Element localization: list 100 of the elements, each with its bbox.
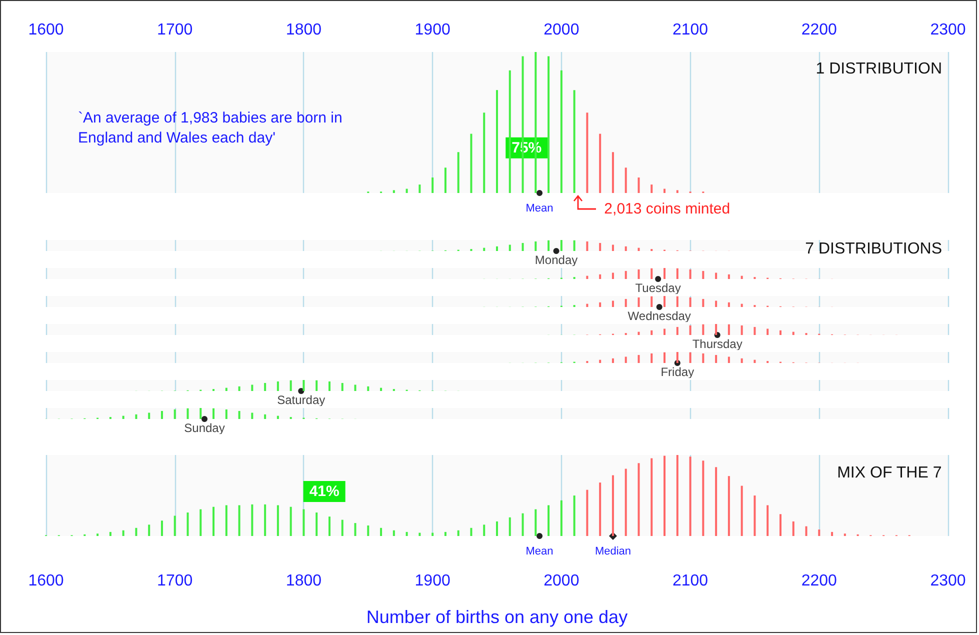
bar — [148, 524, 150, 536]
bar — [225, 409, 228, 419]
bar — [548, 240, 550, 251]
bar — [225, 388, 228, 391]
bar — [650, 268, 653, 279]
bar — [715, 467, 718, 536]
bar — [754, 360, 756, 363]
bar — [212, 506, 215, 536]
bar — [573, 496, 576, 536]
text: MIX OF THE 7 — [837, 464, 942, 482]
annotation: Mean — [526, 546, 554, 558]
bar — [624, 298, 627, 307]
bar — [392, 530, 395, 536]
bar — [676, 455, 678, 536]
bar — [200, 509, 202, 536]
bar — [534, 241, 537, 251]
bar — [264, 504, 266, 536]
bar — [548, 505, 550, 536]
x-tick-label: 1800 — [286, 572, 322, 590]
bar — [779, 514, 782, 536]
bar — [599, 274, 602, 279]
bar — [624, 270, 627, 279]
bar — [624, 246, 627, 251]
x2-tick-label: 1800 — [286, 22, 322, 38]
bar — [238, 505, 240, 536]
bar — [225, 505, 228, 536]
bar — [200, 408, 202, 419]
bar — [290, 506, 292, 536]
bar — [238, 386, 240, 391]
bar — [470, 528, 472, 536]
bar — [702, 324, 704, 335]
x-tick-label: 2300 — [930, 572, 966, 590]
bar — [122, 530, 124, 536]
bar — [740, 486, 743, 536]
bar — [316, 512, 318, 536]
bar — [174, 516, 176, 536]
bar — [522, 242, 524, 251]
bar — [135, 414, 138, 419]
bar — [496, 521, 498, 536]
bar — [664, 268, 666, 279]
bar — [432, 177, 434, 193]
x-tick-label: 1600 — [28, 572, 64, 590]
bar — [754, 326, 756, 335]
bar — [624, 468, 627, 536]
bar — [638, 269, 640, 279]
x-tick-label: 2000 — [544, 572, 580, 590]
x-tick-label: 2100 — [672, 572, 708, 590]
bar — [367, 525, 370, 536]
bar — [508, 244, 511, 251]
x-tick-label: 1900 — [414, 572, 450, 590]
bar — [624, 168, 627, 193]
bar — [612, 300, 614, 307]
bar — [676, 190, 678, 193]
bar — [715, 300, 718, 307]
bar — [457, 530, 460, 536]
bar — [754, 496, 756, 536]
bar — [586, 490, 588, 536]
bar — [638, 332, 640, 335]
bar — [341, 520, 344, 536]
bar — [728, 302, 730, 307]
bar — [444, 532, 446, 536]
bar — [508, 517, 511, 536]
bar — [483, 248, 486, 251]
bar — [522, 513, 524, 536]
bar — [328, 381, 330, 391]
bar — [406, 188, 408, 193]
bar — [650, 184, 653, 193]
bar — [290, 380, 292, 391]
bar — [148, 412, 150, 419]
bar — [728, 356, 730, 363]
bar — [470, 134, 472, 193]
bar — [792, 332, 794, 335]
x2-tick-label: 2100 — [672, 22, 708, 38]
bar — [534, 509, 537, 536]
bar — [251, 504, 254, 536]
x2-tick-label: 2000 — [544, 22, 580, 38]
bar — [612, 272, 614, 279]
bar — [560, 500, 562, 536]
bar — [612, 244, 614, 251]
bar — [508, 70, 511, 193]
x2-tick-label: 1700 — [157, 22, 193, 38]
bar — [728, 324, 730, 335]
bar — [316, 380, 318, 391]
bar — [702, 298, 704, 307]
bar — [392, 190, 395, 193]
x2-tick-label: 1600 — [28, 22, 64, 38]
bar — [341, 382, 344, 391]
bar — [264, 414, 266, 419]
bar — [638, 248, 640, 251]
bar — [818, 530, 820, 536]
bar — [831, 532, 834, 536]
bar — [212, 408, 215, 419]
bar — [251, 384, 254, 391]
bar — [548, 56, 550, 193]
bar — [766, 328, 769, 335]
x-axis-title: Number of births on any one day — [366, 607, 628, 627]
bar — [676, 268, 678, 279]
bar — [135, 528, 138, 536]
bar — [586, 276, 588, 279]
bar — [367, 386, 370, 391]
